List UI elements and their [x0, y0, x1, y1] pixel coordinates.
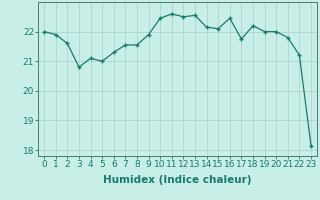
X-axis label: Humidex (Indice chaleur): Humidex (Indice chaleur): [103, 175, 252, 185]
